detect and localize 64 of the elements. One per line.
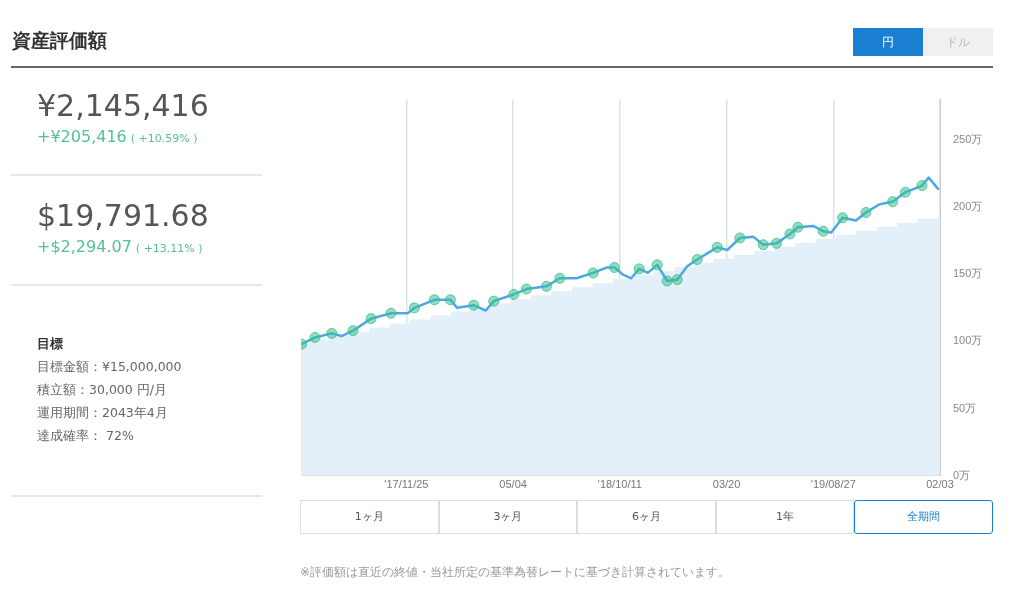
text: ¥2,145,416 <box>37 88 210 123</box>
point <box>671 274 683 286</box>
x-tick-label: '18/10/11 <box>597 478 642 491</box>
point <box>734 232 746 244</box>
text: $19,791.68 <box>37 198 210 233</box>
point <box>408 302 420 314</box>
point <box>326 327 338 339</box>
text: 6ヶ月 <box>577 500 716 534</box>
text: ※評価額は直近の終値・当社所定の基準為替レートに基づき計算されています。 <box>300 564 731 581</box>
point <box>309 331 321 343</box>
point <box>488 295 500 307</box>
point <box>899 186 911 198</box>
point <box>817 225 829 237</box>
text: 円 <box>853 28 923 56</box>
point <box>444 294 456 306</box>
x-tick-label: 02/03 <box>926 478 954 491</box>
text: 全期間 <box>854 500 993 534</box>
point <box>508 288 520 300</box>
text: +$2,294.07 <box>37 237 132 256</box>
point <box>633 263 645 275</box>
point <box>784 228 796 240</box>
text: 3ヶ月 <box>438 500 578 534</box>
point <box>428 294 440 306</box>
point <box>587 267 599 279</box>
x-tick-label: '17/11/25 <box>384 478 429 491</box>
x-tick-label: 05/04 <box>499 478 527 491</box>
point <box>860 206 872 218</box>
point <box>792 221 804 233</box>
point <box>916 180 928 192</box>
y-tick-label: 250万 <box>953 132 983 145</box>
point <box>385 307 397 319</box>
y-tick-label: 50万 <box>953 401 977 414</box>
text: 1ヶ月 <box>300 500 439 534</box>
point <box>651 259 663 271</box>
point <box>711 241 723 253</box>
x-tick-label: 03/20 <box>712 478 741 491</box>
text: 目標金額：¥15,000,000 <box>37 358 183 376</box>
x-tick-label: '19/08/27 <box>810 478 856 491</box>
y-tick-label: 0万 <box>953 468 971 481</box>
point <box>609 262 620 274</box>
point <box>837 212 849 224</box>
point <box>757 239 769 251</box>
text: ( +13.11% ) <box>135 242 203 255</box>
text: 積立額：30,000 円/月 <box>37 381 168 399</box>
text: +¥205,416 <box>37 127 127 146</box>
y-tick-label: 150万 <box>953 267 983 280</box>
text: 資産評価額 <box>12 28 107 53</box>
text: 達成確率： 72% <box>37 427 135 445</box>
point <box>468 299 480 311</box>
point <box>661 275 673 287</box>
point <box>347 325 359 337</box>
text: ( +10.59% ) <box>130 132 198 145</box>
y-tick-label: 200万 <box>953 200 983 213</box>
point <box>365 313 377 325</box>
point <box>887 196 899 208</box>
point <box>554 272 566 284</box>
text: 目標 <box>37 335 64 353</box>
text: 運用期間：2043年4月 <box>37 404 169 422</box>
y-tick-label: 100万 <box>953 334 983 347</box>
point <box>771 237 783 249</box>
point <box>540 280 552 292</box>
text: 1年 <box>715 500 855 534</box>
point <box>691 253 703 265</box>
point <box>520 283 532 295</box>
